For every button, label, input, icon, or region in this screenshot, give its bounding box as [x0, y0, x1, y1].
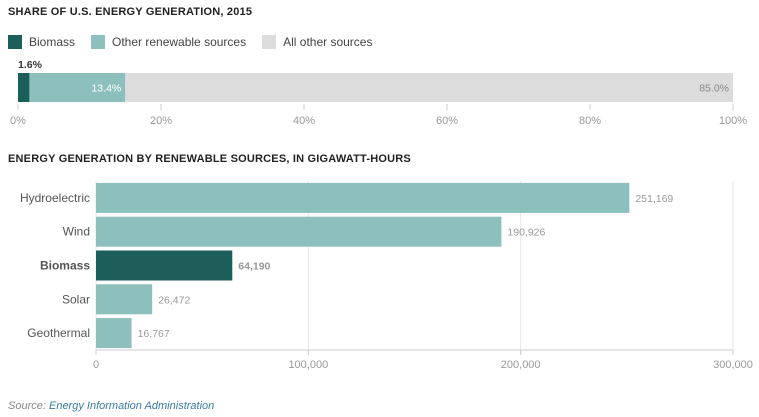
legend-swatch-biomass — [8, 35, 22, 49]
share-label-renewable: 13.4% — [91, 83, 121, 95]
legend-swatch-other-renewable — [91, 35, 106, 49]
category-label-wind: Wind — [63, 225, 90, 239]
legend-item-other-renewable: Other renewable sources — [91, 35, 246, 49]
chart-2-title: ENERGY GENERATION BY RENEWABLE SOURCES, … — [8, 153, 411, 165]
share-tick-label-2: 40% — [293, 115, 315, 127]
category-label-hydroelectric: Hydroelectric — [20, 191, 90, 205]
bar-solar — [96, 284, 153, 315]
value-label-hydroelectric: 251,169 — [635, 193, 673, 205]
bar-wind — [96, 216, 502, 247]
value-label-solar: 26,472 — [158, 294, 190, 306]
share-tick-label-3: 60% — [436, 115, 458, 127]
x-tick-label-3: 300,000 — [713, 359, 753, 371]
share-tick-label-4: 80% — [579, 115, 601, 127]
legend-label-other-renewable: Other renewable sources — [112, 35, 247, 49]
value-label-geothermal: 16,767 — [138, 328, 170, 340]
legend-item-all-other: All other sources — [262, 35, 372, 49]
bar-geothermal — [96, 318, 132, 349]
source-note: Source: Energy Information Administratio… — [8, 400, 214, 412]
share-tick-label-5: 100% — [719, 115, 747, 127]
legend-label-biomass: Biomass — [29, 35, 76, 49]
share-chart: 1.6% 13.4% 85.0% 0% 20% 40% 60% 80% 100% — [10, 59, 747, 127]
share-segment-1 — [29, 73, 126, 102]
value-label-biomass: 64,190 — [238, 261, 270, 273]
share-tick-label-0: 0% — [10, 115, 26, 127]
legend-item-biomass: Biomass — [8, 35, 75, 49]
bar-hydroelectric — [96, 182, 630, 213]
legend-label-all-other: All other sources — [283, 35, 373, 49]
x-tick-label-0: 0 — [93, 359, 99, 371]
category-label-biomass: Biomass — [40, 259, 90, 273]
value-label-wind: 190,926 — [507, 227, 545, 239]
share-label-biomass: 1.6% — [18, 59, 43, 71]
category-label-geothermal: Geothermal — [27, 326, 90, 340]
chart-1-title: SHARE OF U.S. ENERGY GENERATION, 2015 — [8, 6, 253, 18]
share-tick-label-1: 20% — [150, 115, 172, 127]
share-segment-0 — [18, 73, 30, 102]
x-tick-label-1: 100,000 — [288, 359, 328, 371]
legend: Biomass Other renewable sources All othe… — [8, 35, 372, 49]
legend-swatch-all-other — [262, 35, 277, 49]
share-label-other: 85.0% — [699, 83, 729, 95]
category-label-solar: Solar — [62, 292, 90, 306]
bar-biomass — [96, 250, 233, 281]
source-prefix: Source: — [8, 400, 46, 412]
share-segment-2 — [125, 73, 733, 102]
source-link[interactable]: Energy Information Administration — [48, 400, 215, 412]
x-tick-label-2: 200,000 — [501, 359, 541, 371]
